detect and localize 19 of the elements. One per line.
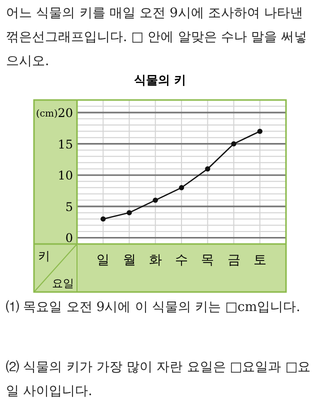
y-tick-label: 15 — [58, 137, 73, 152]
y-axis-title: 키 — [38, 249, 50, 263]
y-tick-label: 0 — [65, 231, 73, 246]
x-tick-label: 일 — [96, 253, 110, 268]
chart-title: 식물의 키 — [134, 73, 186, 87]
x-tick-label: 금 — [227, 253, 240, 268]
x-tick-label: 토 — [253, 253, 266, 268]
y-tick-label: 5 — [65, 200, 73, 214]
text: ⑵ 식물의 키가 가장 많이 자란 요일은 □요일과 □요일 사이입니다. — [6, 359, 312, 401]
text: (cm) — [36, 108, 58, 120]
y-tick-label: 10 — [58, 168, 73, 183]
x-tick-label: 수 — [175, 253, 188, 268]
y-tick-label: 20 — [58, 106, 73, 120]
chart-subtitle: 어느 식물의 키를 매일 오전 9시에 조사하여 나타낸 꺾은선그래프입니다. □ 안에 알맞은 수나 말을 써넣으시오. — [6, 5, 308, 71]
text: ⑴ 목요일 오전 9시에 이 식물의 키는 □cm입니다. — [6, 299, 302, 317]
x-tick-label: 화 — [148, 253, 162, 268]
x-tick-label: 목 — [201, 253, 214, 268]
x-tick-label: 월 — [122, 253, 136, 268]
x-axis-title: 요일 — [52, 277, 74, 290]
